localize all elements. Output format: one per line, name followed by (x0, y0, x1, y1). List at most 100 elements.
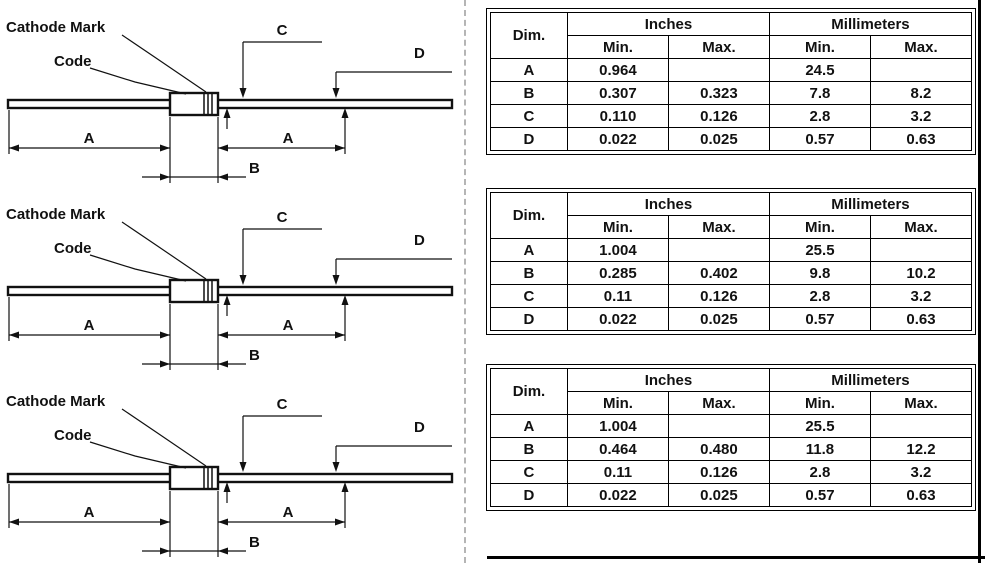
cell-value: 0.025 (667, 483, 770, 507)
dimension-b-lines (142, 173, 246, 181)
cell-value: 0.63 (869, 127, 973, 151)
dim-a-right-label: A (283, 130, 294, 147)
cell-value: 12.2 (869, 437, 973, 461)
cell-value: 11.8 (768, 437, 871, 461)
table-row: B 0.285 0.402 9.8 10.2 (490, 261, 973, 285)
cathode-mark-bars (203, 281, 213, 301)
cell-value: 0.126 (667, 284, 770, 308)
cell-value: 3.2 (869, 104, 973, 128)
table-subheader-row: Min. Max. Min. Max. (491, 215, 973, 239)
table-row: A 1.004 25.5 (490, 238, 973, 262)
cell-value (869, 414, 973, 438)
dimension-a-right-lines (217, 112, 346, 183)
component-body (168, 278, 220, 304)
cell-value: 0.022 (566, 307, 669, 331)
cell-value: 0.480 (667, 437, 770, 461)
table-header-row: Dim. Inches Millimeters (490, 192, 973, 239)
cathode-mark-leader-line (121, 34, 207, 93)
cell-dim: B (490, 437, 568, 461)
dimension-b-lines (142, 547, 246, 555)
code-leader-line (89, 67, 187, 95)
dimension-d-lines (332, 258, 452, 305)
header-cell-max: Max. (869, 35, 973, 59)
header-cell-inches: Inches (566, 368, 770, 392)
component-body (168, 91, 220, 117)
cell-value: 0.323 (667, 81, 770, 105)
dim-d-label: D (414, 45, 425, 62)
dim-c-label: C (277, 396, 288, 413)
code-label: Code (54, 53, 92, 70)
header-cell-millimeters: Millimeters (768, 12, 973, 36)
cell-dim: A (490, 238, 568, 262)
cell-value: 10.2 (869, 261, 973, 285)
cell-value: 0.964 (566, 58, 669, 82)
cell-value: 0.464 (566, 437, 669, 461)
cathode-mark-leader-line (121, 221, 207, 280)
table-frame-1: Dim. Inches Millimeters Min. Max. Min. M… (486, 8, 976, 155)
cell-value: 3.2 (869, 460, 973, 484)
dim-c-label: C (277, 22, 288, 39)
table-frame-3: Dim. Inches Millimeters Min. Max. Min. M… (486, 364, 976, 511)
cell-value (667, 414, 770, 438)
cell-value: 0.57 (768, 307, 871, 331)
dimension-c-lines (223, 41, 322, 129)
cell-value: 2.8 (768, 460, 871, 484)
table-row: C 0.11 0.126 2.8 3.2 (490, 460, 973, 484)
cell-dim: C (490, 104, 568, 128)
table-header-row: Dim. Inches Millimeters (490, 12, 973, 59)
dimension-a-left-lines (8, 110, 171, 183)
table-row: A 0.964 24.5 (490, 58, 973, 82)
package-diagram-3: Cathode Mark Code C D A A B (0, 376, 462, 563)
dim-b-label: B (249, 534, 260, 551)
cell-dim: B (490, 261, 568, 285)
dim-a-right-label: A (283, 504, 294, 521)
cathode-mark-leader-line (121, 408, 207, 467)
cell-value: 8.2 (869, 81, 973, 105)
cell-value: 0.025 (667, 307, 770, 331)
dimension-a-right-lines (217, 299, 346, 370)
cell-dim: D (490, 307, 568, 331)
dimension-d-lines (332, 445, 452, 492)
header-cell-max: Max. (667, 215, 770, 239)
table-subheader-row: Min. Max. Min. Max. (491, 35, 973, 59)
cell-value: 0.63 (869, 483, 973, 507)
cell-value (869, 58, 973, 82)
table-row: C 0.110 0.126 2.8 3.2 (490, 104, 973, 128)
cell-value: 0.126 (667, 104, 770, 128)
lead-wire (6, 285, 454, 297)
column-separator-dashed-line (464, 0, 466, 563)
package-diagram-1: Cathode Mark Code C D A A B (0, 2, 462, 189)
cell-value (667, 238, 770, 262)
cell-dim: C (490, 284, 568, 308)
header-cell-min: Min. (768, 215, 871, 239)
header-cell-inches: Inches (566, 192, 770, 216)
table-subheader-row: Min. Max. Min. Max. (491, 391, 973, 415)
cell-value: 0.285 (566, 261, 669, 285)
cell-dim: C (490, 460, 568, 484)
dimension-c-lines (223, 228, 322, 316)
cell-value: 0.025 (667, 127, 770, 151)
cathode-mark-label: Cathode Mark (6, 206, 106, 223)
header-cell-min: Min. (768, 391, 871, 415)
dimension-a-right-lines (217, 486, 346, 557)
table-frame-2: Dim. Inches Millimeters Min. Max. Min. M… (486, 188, 976, 335)
component-body (168, 465, 220, 491)
cell-value: 9.8 (768, 261, 871, 285)
header-cell-millimeters: Millimeters (768, 368, 973, 392)
header-cell-millimeters: Millimeters (768, 192, 973, 216)
header-cell-max: Max. (869, 215, 973, 239)
cell-dim: A (490, 58, 568, 82)
header-cell-min: Min. (566, 215, 669, 239)
cell-dim: A (490, 414, 568, 438)
dimension-table-2: Dim. Inches Millimeters Min. Max. Min. M… (490, 192, 973, 331)
table-row: A 1.004 25.5 (490, 414, 973, 438)
cell-value: 0.110 (566, 104, 669, 128)
cell-value: 2.8 (768, 284, 871, 308)
table-header-row: Dim. Inches Millimeters (490, 368, 973, 415)
cell-value: 1.004 (566, 238, 669, 262)
header-cell-inches: Inches (566, 12, 770, 36)
table-row: C 0.11 0.126 2.8 3.2 (490, 284, 973, 308)
cell-value: 25.5 (768, 414, 871, 438)
cell-dim: B (490, 81, 568, 105)
cell-value: 0.11 (566, 284, 669, 308)
